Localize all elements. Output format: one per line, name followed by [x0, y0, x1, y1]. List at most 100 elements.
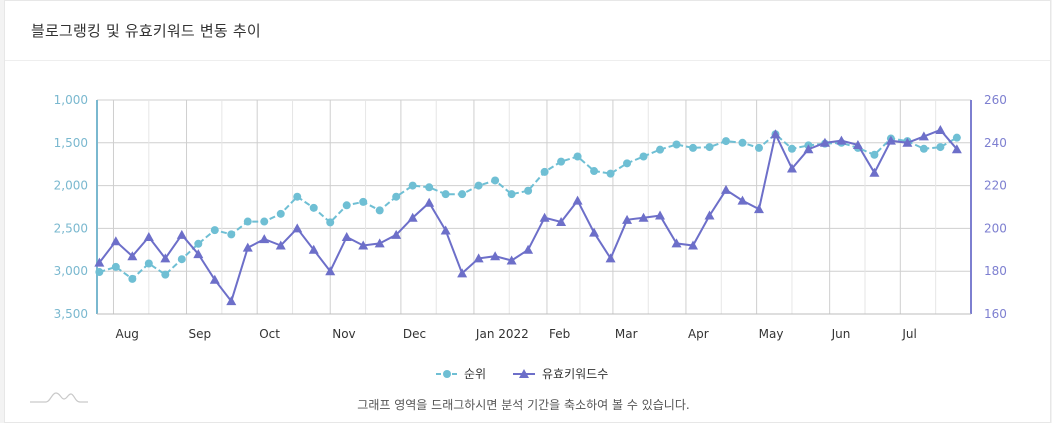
x-tick-label: Nov — [332, 327, 355, 341]
rank-point — [623, 159, 632, 168]
keyword-point — [358, 240, 369, 250]
keyword-point — [869, 167, 880, 177]
rank-point — [293, 192, 302, 201]
y-left-tick-label: 2,500 — [54, 221, 88, 235]
x-tick-label: Apr — [688, 327, 709, 341]
navigator-mini-chart-icon[interactable] — [28, 388, 90, 406]
rank-point — [639, 152, 648, 161]
keyword-point — [110, 236, 121, 246]
rank-point — [441, 190, 450, 199]
rank-point — [721, 137, 730, 146]
keyword-point — [523, 244, 534, 254]
keyword-point — [473, 253, 484, 263]
keyword-point — [160, 253, 171, 263]
rank-point — [375, 206, 384, 215]
keyword-point — [440, 225, 451, 235]
rank-point — [276, 209, 285, 218]
keyword-point — [374, 238, 385, 248]
keyword-point — [737, 195, 748, 205]
keyword-point — [622, 214, 633, 224]
keyword-point — [341, 231, 352, 241]
rank-point — [656, 145, 665, 154]
x-tick-label: May — [759, 327, 784, 341]
x-tick-label: Jul — [901, 327, 916, 341]
rank-point — [111, 262, 120, 271]
rank-point — [326, 218, 335, 227]
chart-card: 블로그랭킹 및 유효키워드 변동 추이 — [4, 0, 1051, 423]
keyword-point — [490, 251, 501, 261]
keyword-point — [325, 266, 336, 276]
keyword-point — [176, 229, 187, 239]
rank-point — [606, 169, 615, 178]
y-left-tick-label: 1,500 — [54, 136, 88, 150]
y-right-tick-label: 240 — [984, 136, 1007, 150]
keyword-point — [407, 212, 418, 222]
rank-point — [689, 143, 698, 152]
keyword-point — [94, 257, 105, 267]
rank-point — [309, 203, 318, 212]
keyword-point — [424, 197, 435, 207]
rank-point — [590, 167, 599, 176]
keyword-point — [655, 210, 666, 220]
rank-point — [919, 144, 928, 153]
rank-point — [161, 270, 170, 279]
rank-point — [260, 217, 269, 226]
keyword-point — [753, 204, 764, 214]
rank-point — [227, 230, 236, 239]
rank-point — [507, 190, 516, 199]
legend-rank-marker — [443, 370, 451, 378]
keyword-point — [720, 184, 731, 194]
x-tick-label: Mar — [615, 327, 638, 341]
y-left-tick-label: 2,000 — [54, 179, 88, 193]
rank-point — [738, 138, 747, 147]
legend-keyword-label: 유효키워드수 — [542, 367, 608, 381]
keyword-point — [885, 135, 896, 145]
legend-rank-label: 순위 — [464, 367, 486, 381]
y-right-tick-label: 200 — [984, 221, 1007, 235]
rank-point — [177, 255, 186, 264]
rank-point — [243, 217, 252, 226]
keyword-point — [308, 244, 319, 254]
x-tick-label: Feb — [549, 327, 570, 341]
keyword-point — [605, 253, 616, 263]
keyword-point — [209, 274, 220, 284]
rank-point — [210, 226, 219, 235]
rank-point — [952, 133, 961, 142]
rank-point — [936, 143, 945, 152]
y-right-tick-label: 160 — [984, 307, 1007, 321]
keyword-point — [572, 195, 583, 205]
card-title: 블로그랭킹 및 유효키워드 변동 추이 — [31, 22, 261, 40]
rank-point — [95, 268, 104, 277]
x-tick-label: Sep — [189, 327, 212, 341]
keyword-point — [457, 268, 468, 278]
keyword-point — [819, 137, 830, 147]
x-tick-label: Dec — [403, 327, 426, 341]
rank-point — [557, 157, 566, 166]
rank-point — [787, 144, 796, 153]
keyword-point — [556, 216, 567, 226]
rank-point — [573, 152, 582, 161]
rank-point — [392, 192, 401, 201]
legend[interactable]: 순위 유효키워드수 — [436, 367, 608, 381]
keyword-point — [704, 210, 715, 220]
keyword-point — [770, 129, 781, 139]
y-left-tick-label: 3,000 — [54, 264, 88, 278]
y-left-tick-label: 1,000 — [54, 93, 88, 107]
keyword-point — [143, 231, 154, 241]
x-tick-label: Aug — [115, 327, 138, 341]
rank-point — [425, 183, 434, 192]
rank-point — [408, 181, 417, 190]
keyword-point — [539, 212, 550, 222]
rank-point — [342, 201, 351, 210]
rank-point — [754, 143, 763, 152]
y-right-tick-label: 260 — [984, 93, 1007, 107]
rank-point — [128, 274, 137, 283]
keyword-point — [242, 242, 253, 252]
rank-point — [672, 140, 681, 149]
keyword-point — [902, 137, 913, 147]
drag-zoom-hint: 그래프 영역을 드래그하시면 분석 기간을 축소하여 볼 수 있습니다. — [357, 398, 690, 412]
rank-point — [491, 176, 500, 185]
rank-point — [474, 181, 483, 190]
card-header: 블로그랭킹 및 유효키워드 변동 추이 — [5, 1, 1050, 61]
